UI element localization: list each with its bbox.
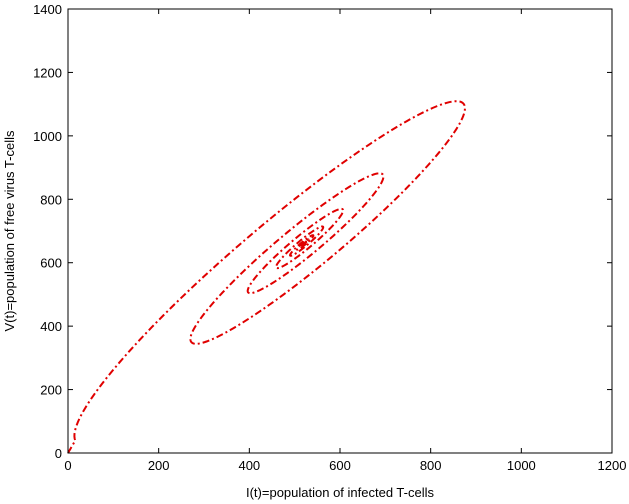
y-axis-label: V(t)=population of free virus T-cells [2, 130, 17, 331]
x-tick-label: 0 [64, 458, 71, 473]
y-tick-label: 800 [40, 192, 62, 207]
y-axis-ticks: 0 200 400 600 800 1000 1200 1400 [33, 2, 612, 461]
trajectory-series [67, 100, 466, 454]
x-tick-label: 1000 [507, 458, 536, 473]
x-tick-label: 1200 [598, 458, 627, 473]
x-tick-label: 800 [420, 458, 442, 473]
x-tick-label: 200 [148, 458, 170, 473]
x-tick-label: 600 [329, 458, 351, 473]
y-tick-label: 200 [40, 383, 62, 398]
y-tick-label: 1400 [33, 2, 62, 17]
y-tick-label: 0 [55, 446, 62, 461]
y-tick-label: 1000 [33, 129, 62, 144]
x-tick-label: 400 [238, 458, 260, 473]
x-axis-label: I(t)=population of infected T-cells [246, 485, 435, 500]
x-axis-ticks: 0 200 400 600 800 1000 1200 [64, 9, 626, 473]
y-tick-label: 600 [40, 256, 62, 271]
y-tick-label: 400 [40, 319, 62, 334]
y-tick-label: 1200 [33, 65, 62, 80]
plot-frame [67, 8, 613, 454]
